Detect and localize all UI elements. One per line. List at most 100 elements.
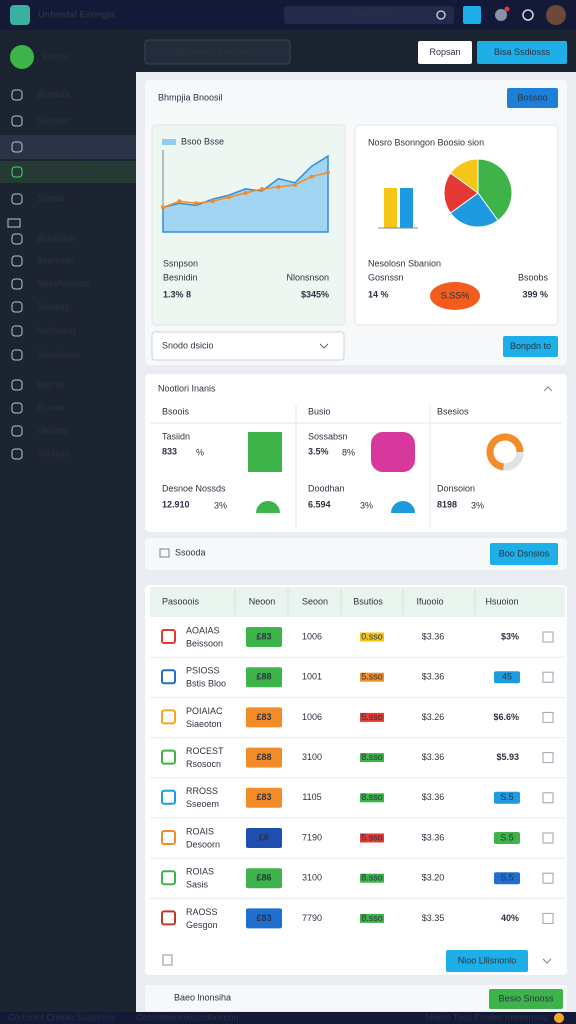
sidebar-item: Bsnnola — [37, 89, 70, 99]
row-sub: Sseoem — [186, 799, 219, 809]
row-badge-label: £88 — [256, 672, 271, 682]
trend-point — [210, 199, 215, 204]
row-tag — [360, 873, 384, 883]
stat-value: 14 % — [368, 289, 389, 299]
sidebar-icon — [11, 425, 23, 437]
row-badge — [246, 747, 282, 768]
row-icon — [161, 910, 176, 926]
trend-point — [293, 182, 297, 187]
table-footer-icon — [162, 954, 173, 966]
table-footer-button[interactable] — [446, 950, 528, 972]
row-badge — [246, 908, 282, 929]
row-badge-label: £86 — [256, 873, 271, 883]
pie-slice — [443, 172, 479, 214]
search-label: Ssooda — [175, 547, 206, 557]
metric-value: 8198 — [437, 499, 457, 509]
row-tag-label: 5.sso — [361, 712, 383, 722]
row-count: 1006 — [302, 712, 322, 722]
select-box[interactable] — [151, 331, 345, 361]
card-button-label: Bossoo — [517, 92, 547, 102]
row-action[interactable] — [542, 711, 554, 723]
sidebar-highlight — [0, 161, 136, 183]
search-box[interactable] — [284, 6, 454, 24]
trend-point — [161, 205, 165, 210]
column-header: Bsutios — [353, 596, 383, 606]
mini-bar — [400, 188, 413, 228]
sidebar-icon — [11, 193, 23, 205]
row-action[interactable] — [542, 912, 554, 924]
share-heading: Nesolosn Sbanion — [368, 258, 441, 268]
row-action[interactable] — [542, 631, 554, 643]
action-button-label: Bonpdn to — [510, 341, 551, 351]
row-action[interactable] — [542, 832, 554, 844]
filter-dropdown[interactable] — [144, 39, 291, 65]
footer-text: Cortonicl Croslio Sssiorsns — [8, 1012, 116, 1022]
row-sub: Sasis — [186, 880, 209, 890]
pie-slice — [477, 158, 513, 222]
legend-swatch — [162, 139, 176, 145]
row-tag-label: 8.sso — [361, 792, 383, 802]
row-action[interactable] — [542, 872, 554, 884]
row-tag — [360, 632, 384, 642]
sidebar-icon — [11, 448, 23, 460]
metric-unit: 3% — [471, 500, 484, 510]
bottom-label: Baeo lnonsiha — [174, 992, 231, 1002]
row-badge — [246, 828, 282, 848]
row-action[interactable] — [542, 752, 554, 764]
brand-logo — [10, 45, 34, 69]
legend-label: Bsoo Bsse — [181, 136, 224, 146]
user-icon[interactable] — [495, 9, 507, 21]
row-last: $5.93 — [496, 752, 519, 762]
sidebar-icon — [11, 349, 23, 361]
app-title: Unfondal Exongja — [38, 9, 115, 19]
metrics-card — [145, 374, 567, 532]
row-tag — [360, 753, 384, 763]
search-text: Gamo iuuu — [353, 9, 397, 19]
primary-button[interactable] — [418, 41, 472, 64]
row-badge-label: £83 — [256, 631, 271, 641]
notify-button[interactable] — [463, 6, 481, 24]
column-header: Neoon — [249, 596, 276, 606]
card-title: Bhmpjia Bnoosil — [158, 92, 223, 102]
stat-value: 399 % — [522, 289, 548, 299]
bottom-button[interactable] — [489, 989, 563, 1009]
metric-ring — [486, 433, 524, 471]
collapse — [543, 386, 553, 392]
row-sub: Beissoon — [186, 638, 223, 648]
metric-value: 6.594 — [308, 499, 331, 509]
sidebar-icon — [11, 141, 23, 153]
stat-value: 1.3% 8 — [163, 289, 191, 299]
metric-value: 12.910 — [162, 499, 190, 509]
sidebar-item: Neofetion — [37, 325, 76, 335]
metric-gauge — [391, 501, 415, 513]
row-name: ROIAS — [186, 867, 214, 877]
sidebar-item: Bsnnis — [37, 402, 65, 412]
row-pill — [494, 791, 520, 804]
row-icon — [161, 870, 176, 886]
action-button[interactable] — [503, 336, 558, 357]
metric-label: Doodhan — [308, 483, 345, 493]
row-amount: $3.36 — [422, 752, 445, 762]
sidebar-icon — [11, 379, 23, 391]
column-header: Hsuoion — [485, 596, 518, 606]
sidebar-icon — [11, 89, 23, 101]
row-icon — [161, 709, 176, 725]
row-action[interactable] — [542, 671, 554, 683]
row-action[interactable] — [542, 792, 554, 804]
search-button[interactable] — [490, 543, 558, 565]
row-pill — [494, 872, 520, 885]
card-button[interactable] — [507, 88, 558, 108]
secondary-button[interactable] — [477, 41, 567, 64]
row-tag — [360, 833, 384, 843]
row-badge — [246, 707, 282, 728]
sidebar-icon — [11, 166, 23, 178]
row-sub: Rsosocn — [186, 759, 221, 769]
settings-icon[interactable] — [522, 9, 534, 21]
sidebar-item: Uelooto — [37, 425, 68, 435]
row-tag — [360, 712, 384, 722]
row-last: 40% — [501, 913, 519, 923]
row-tag-label: 8.sso — [361, 752, 383, 762]
sidebar-item: Bsoolay — [37, 301, 70, 311]
row-amount: $3.20 — [422, 873, 445, 883]
avatar[interactable] — [546, 5, 566, 25]
